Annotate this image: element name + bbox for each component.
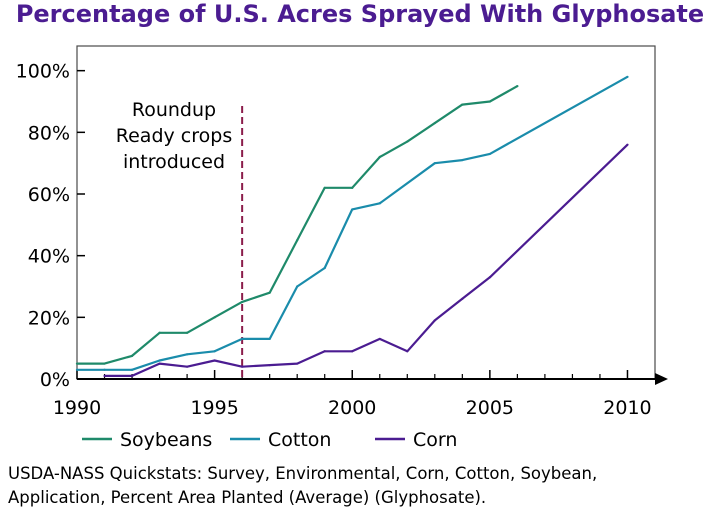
- data-point: [268, 291, 271, 294]
- legend-label: Cotton: [268, 429, 331, 451]
- data-point: [626, 143, 629, 146]
- data-point: [323, 266, 326, 270]
- data-point: [75, 362, 79, 365]
- x-axis-arrow-icon: [655, 373, 668, 385]
- data-point: [351, 208, 354, 211]
- axis-ticks: 0% 20% 40% 60% 80% 100% 1990 1995 2000 2005 2010: [16, 61, 652, 419]
- data-point: [351, 350, 354, 353]
- data-point: [488, 152, 491, 156]
- y-tick-label: 80%: [28, 122, 70, 144]
- legend-label: Corn: [413, 429, 457, 451]
- data-point: [103, 362, 106, 365]
- data-point: [185, 353, 189, 356]
- x-tick-label: 2005: [466, 397, 514, 419]
- data-point: [323, 186, 326, 189]
- annotation-text: Ready crops: [116, 125, 232, 147]
- annotation-group: Roundup Ready crops introduced: [116, 99, 244, 377]
- data-point: [461, 158, 464, 162]
- legend: Soybeans Cotton Corn: [82, 429, 457, 451]
- data-point: [406, 140, 409, 143]
- data-point: [158, 362, 161, 365]
- x-tick-label: 2010: [603, 397, 651, 419]
- source-line-2: Application, Percent Area Planted (Avera…: [8, 488, 487, 507]
- data-point: [378, 337, 381, 341]
- line-chart: 0% 20% 40% 60% 80% 100% 1990 1995 2000 2005 2010 R…: [16, 45, 668, 451]
- data-point: [461, 297, 464, 300]
- data-point: [241, 337, 244, 341]
- data-point: [103, 368, 106, 371]
- data-point: [516, 84, 519, 88]
- data-point: [488, 100, 491, 103]
- y-tick-label: 0%: [40, 369, 70, 391]
- data-point: [296, 285, 299, 288]
- source-line-1: USDA-NASS Quickstats: Survey, Environmen…: [8, 464, 598, 483]
- data-point: [241, 365, 244, 368]
- data-point: [213, 359, 216, 362]
- legend-label: Soybeans: [120, 429, 212, 451]
- series-line-corn: [104, 143, 629, 377]
- data-point: [461, 103, 464, 106]
- data-point: [351, 186, 354, 189]
- data-point: [158, 331, 161, 334]
- data-point: [323, 350, 326, 353]
- data-point: [296, 362, 299, 365]
- data-point: [241, 300, 244, 304]
- data-point: [296, 239, 299, 242]
- data-point: [268, 337, 271, 341]
- y-tick-label: 60%: [28, 184, 70, 206]
- series-group: [75, 75, 629, 378]
- data-point: [185, 331, 189, 334]
- chart-title: Percentage of U.S. Acres Sprayed With Gl…: [15, 0, 705, 28]
- data-point: [158, 359, 161, 362]
- x-tick-label: 2000: [328, 397, 376, 419]
- data-point: [185, 365, 189, 368]
- data-point: [130, 368, 134, 371]
- data-point: [213, 316, 216, 319]
- data-point: [406, 350, 409, 353]
- series-line-cotton: [77, 75, 629, 371]
- annotation-text: Roundup: [132, 99, 216, 121]
- x-tick-label: 1995: [190, 397, 238, 419]
- data-point: [75, 368, 79, 371]
- data-point: [626, 75, 629, 78]
- data-point: [378, 202, 381, 205]
- y-tick-label: 100%: [16, 61, 70, 83]
- annotation-text: introduced: [123, 151, 225, 173]
- y-tick-label: 40%: [28, 246, 70, 268]
- data-point: [433, 162, 436, 165]
- data-point: [130, 374, 134, 378]
- data-point: [433, 319, 436, 322]
- y-tick-label: 20%: [28, 307, 70, 329]
- data-point: [213, 350, 216, 353]
- source-note: USDA-NASS Quickstats: Survey, Environmen…: [8, 462, 708, 510]
- data-point: [130, 354, 134, 357]
- data-point: [488, 276, 491, 279]
- data-point: [103, 374, 106, 378]
- plot-frame: [76, 45, 656, 380]
- x-tick-label: 1990: [53, 397, 101, 419]
- data-point: [433, 121, 436, 125]
- data-point: [378, 155, 381, 159]
- data-point: [268, 364, 271, 367]
